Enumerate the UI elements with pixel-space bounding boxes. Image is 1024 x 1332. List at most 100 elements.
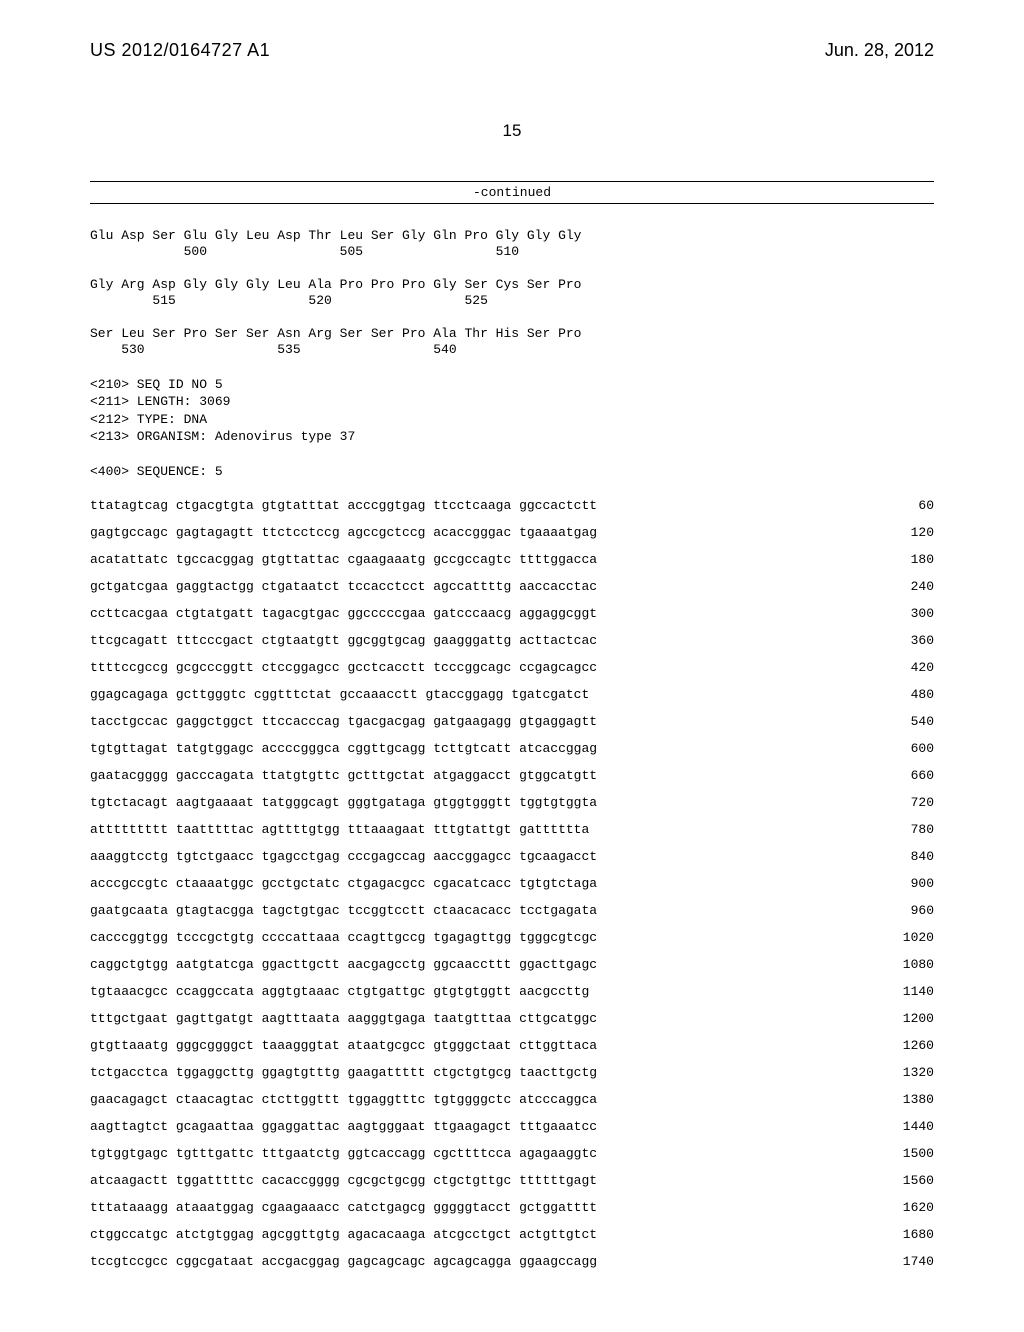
dna-row: tgtaaacgcc ccaggccata aggtgtaaac ctgtgat… bbox=[90, 985, 934, 998]
dna-pos: 1080 bbox=[873, 958, 934, 971]
dna-pos: 540 bbox=[879, 715, 934, 728]
dna-pos: 780 bbox=[879, 823, 934, 836]
dna-row: tctgacctca tggaggcttg ggagtgtttg gaagatt… bbox=[90, 1066, 934, 1079]
dna-seq: tgtctacagt aagtgaaaat tatgggcagt gggtgat… bbox=[90, 796, 597, 809]
dna-pos: 120 bbox=[879, 526, 934, 539]
dna-row: gaacagagct ctaacagtac ctcttggttt tggaggt… bbox=[90, 1093, 934, 1106]
dna-pos: 240 bbox=[879, 580, 934, 593]
dna-row: ttcgcagatt tttcccgact ctgtaatgtt ggcggtg… bbox=[90, 634, 934, 647]
dna-seq: tgtgttagat tatgtggagc accccgggca cggttgc… bbox=[90, 742, 597, 755]
protein-row-aa: Ser Leu Ser Pro Ser Ser Asn Arg Ser Ser … bbox=[90, 326, 934, 342]
dna-row: ctggccatgc atctgtggag agcggttgtg agacaca… bbox=[90, 1228, 934, 1241]
dna-seq: gaatgcaata gtagtacgga tagctgtgac tccggtc… bbox=[90, 904, 597, 917]
meta-line: <212> TYPE: DNA bbox=[90, 412, 207, 427]
dna-seq: acatattatc tgccacggag gtgttattac cgaagaa… bbox=[90, 553, 597, 566]
dna-pos: 360 bbox=[879, 634, 934, 647]
dna-pos: 1020 bbox=[873, 931, 934, 944]
dna-pos: 1380 bbox=[873, 1093, 934, 1106]
dna-seq: gaacagagct ctaacagtac ctcttggttt tggaggt… bbox=[90, 1093, 597, 1106]
dna-seq: gaatacgggg gacccagata ttatgtgttc gctttgc… bbox=[90, 769, 597, 782]
dna-seq: caggctgtgg aatgtatcga ggacttgctt aacgagc… bbox=[90, 958, 597, 971]
dna-row: cacccggtgg tcccgctgtg ccccattaaa ccagttg… bbox=[90, 931, 934, 944]
dna-row: attttttttt taatttttac agttttgtgg tttaaag… bbox=[90, 823, 934, 836]
protein-row-nums: 500 505 510 bbox=[90, 244, 934, 260]
dna-seq: aaaggtcctg tgtctgaacc tgagcctgag cccgagc… bbox=[90, 850, 597, 863]
dna-seq: tctgacctca tggaggcttg ggagtgtttg gaagatt… bbox=[90, 1066, 597, 1079]
dna-seq: tgtaaacgcc ccaggccata aggtgtaaac ctgtgat… bbox=[90, 985, 589, 998]
dna-seq: cacccggtgg tcccgctgtg ccccattaaa ccagttg… bbox=[90, 931, 597, 944]
meta-line: <213> ORGANISM: Adenovirus type 37 bbox=[90, 429, 355, 444]
dna-seq: ctggccatgc atctgtggag agcggttgtg agacaca… bbox=[90, 1228, 597, 1241]
dna-row: tgtggtgagc tgtttgattc tttgaatctg ggtcacc… bbox=[90, 1147, 934, 1160]
dna-row: gctgatcgaa gaggtactgg ctgataatct tccacct… bbox=[90, 580, 934, 593]
page-number: 15 bbox=[90, 121, 934, 141]
protein-row-nums: 515 520 525 bbox=[90, 293, 934, 309]
dna-pos: 720 bbox=[879, 796, 934, 809]
dna-seq: attttttttt taatttttac agttttgtgg tttaaag… bbox=[90, 823, 589, 836]
dna-row: tacctgccac gaggctggct ttccacccag tgacgac… bbox=[90, 715, 934, 728]
dna-pos: 1440 bbox=[873, 1120, 934, 1133]
dna-pos: 840 bbox=[879, 850, 934, 863]
dna-pos: 1620 bbox=[873, 1201, 934, 1214]
dna-pos: 960 bbox=[879, 904, 934, 917]
dna-row: gtgttaaatg gggcggggct taaagggtat ataatgc… bbox=[90, 1039, 934, 1052]
dna-pos: 300 bbox=[879, 607, 934, 620]
dna-pos: 600 bbox=[879, 742, 934, 755]
dna-seq: tttgctgaat gagttgatgt aagtttaata aagggtg… bbox=[90, 1012, 597, 1025]
dna-row: aagttagtct gcagaattaa ggaggattac aagtggg… bbox=[90, 1120, 934, 1133]
dna-pos: 1320 bbox=[873, 1066, 934, 1079]
dna-row: tccgtccgcc cggcgataat accgacggag gagcagc… bbox=[90, 1255, 934, 1268]
dna-seq: tttataaagg ataaatggag cgaagaaacc catctga… bbox=[90, 1201, 597, 1214]
dna-pos: 1740 bbox=[873, 1255, 934, 1268]
dna-pos: 1140 bbox=[873, 985, 934, 998]
sequence-meta: <210> SEQ ID NO 5 <211> LENGTH: 3069 <21… bbox=[90, 376, 934, 481]
publication-number: US 2012/0164727 A1 bbox=[90, 40, 270, 61]
protein-row-aa: Glu Asp Ser Glu Gly Leu Asp Thr Leu Ser … bbox=[90, 228, 934, 244]
page-header: US 2012/0164727 A1 Jun. 28, 2012 bbox=[90, 40, 934, 61]
dna-seq: ggagcagaga gcttgggtc cggtttctat gccaaacc… bbox=[90, 688, 589, 701]
dna-pos: 1260 bbox=[873, 1039, 934, 1052]
dna-seq: acccgccgtc ctaaaatggc gcctgctatc ctgagac… bbox=[90, 877, 597, 890]
dna-row: tgtgttagat tatgtggagc accccgggca cggttgc… bbox=[90, 742, 934, 755]
dna-row: tgtctacagt aagtgaaaat tatgggcagt gggtgat… bbox=[90, 796, 934, 809]
dna-seq: gctgatcgaa gaggtactgg ctgataatct tccacct… bbox=[90, 580, 597, 593]
dna-pos: 1680 bbox=[873, 1228, 934, 1241]
protein-row-nums: 530 535 540 bbox=[90, 342, 934, 358]
dna-pos: 1200 bbox=[873, 1012, 934, 1025]
dna-seq: tccgtccgcc cggcgataat accgacggag gagcagc… bbox=[90, 1255, 597, 1268]
publication-date: Jun. 28, 2012 bbox=[825, 40, 934, 61]
continued-bar: -continued bbox=[90, 181, 934, 204]
dna-pos: 1500 bbox=[873, 1147, 934, 1160]
dna-row: gaatgcaata gtagtacgga tagctgtgac tccggtc… bbox=[90, 904, 934, 917]
dna-pos: 660 bbox=[879, 769, 934, 782]
dna-seq: ttttccgccg gcgcccggtt ctccggagcc gcctcac… bbox=[90, 661, 597, 674]
dna-sequence-block: ttatagtcag ctgacgtgta gtgtatttat acccggt… bbox=[90, 499, 934, 1268]
dna-row: gagtgccagc gagtagagtt ttctcctccg agccgct… bbox=[90, 526, 934, 539]
dna-seq: atcaagactt tggatttttc cacaccgggg cgcgctg… bbox=[90, 1174, 597, 1187]
dna-pos: 480 bbox=[879, 688, 934, 701]
meta-line: <211> LENGTH: 3069 bbox=[90, 394, 230, 409]
dna-row: acatattatc tgccacggag gtgttattac cgaagaa… bbox=[90, 553, 934, 566]
dna-row: caggctgtgg aatgtatcga ggacttgctt aacgagc… bbox=[90, 958, 934, 971]
dna-row: acccgccgtc ctaaaatggc gcctgctatc ctgagac… bbox=[90, 877, 934, 890]
dna-pos: 420 bbox=[879, 661, 934, 674]
dna-pos: 900 bbox=[879, 877, 934, 890]
dna-row: gaatacgggg gacccagata ttatgtgttc gctttgc… bbox=[90, 769, 934, 782]
dna-seq: ttcgcagatt tttcccgact ctgtaatgtt ggcggtg… bbox=[90, 634, 597, 647]
dna-seq: gtgttaaatg gggcggggct taaagggtat ataatgc… bbox=[90, 1039, 597, 1052]
continued-label: -continued bbox=[90, 185, 934, 200]
dna-seq: tgtggtgagc tgtttgattc tttgaatctg ggtcacc… bbox=[90, 1147, 597, 1160]
meta-line: <400> SEQUENCE: 5 bbox=[90, 464, 223, 479]
meta-line: <210> SEQ ID NO 5 bbox=[90, 377, 223, 392]
dna-row: atcaagactt tggatttttc cacaccgggg cgcgctg… bbox=[90, 1174, 934, 1187]
dna-pos: 1560 bbox=[873, 1174, 934, 1187]
dna-row: ccttcacgaa ctgtatgatt tagacgtgac ggccccc… bbox=[90, 607, 934, 620]
dna-row: ttttccgccg gcgcccggtt ctccggagcc gcctcac… bbox=[90, 661, 934, 674]
dna-row: aaaggtcctg tgtctgaacc tgagcctgag cccgagc… bbox=[90, 850, 934, 863]
protein-sequence-block: Glu Asp Ser Glu Gly Leu Asp Thr Leu Ser … bbox=[90, 228, 934, 358]
dna-seq: aagttagtct gcagaattaa ggaggattac aagtggg… bbox=[90, 1120, 597, 1133]
dna-row: tttataaagg ataaatggag cgaagaaacc catctga… bbox=[90, 1201, 934, 1214]
protein-row-aa: Gly Arg Asp Gly Gly Gly Leu Ala Pro Pro … bbox=[90, 277, 934, 293]
dna-seq: tacctgccac gaggctggct ttccacccag tgacgac… bbox=[90, 715, 597, 728]
dna-seq: ttatagtcag ctgacgtgta gtgtatttat acccggt… bbox=[90, 499, 597, 512]
